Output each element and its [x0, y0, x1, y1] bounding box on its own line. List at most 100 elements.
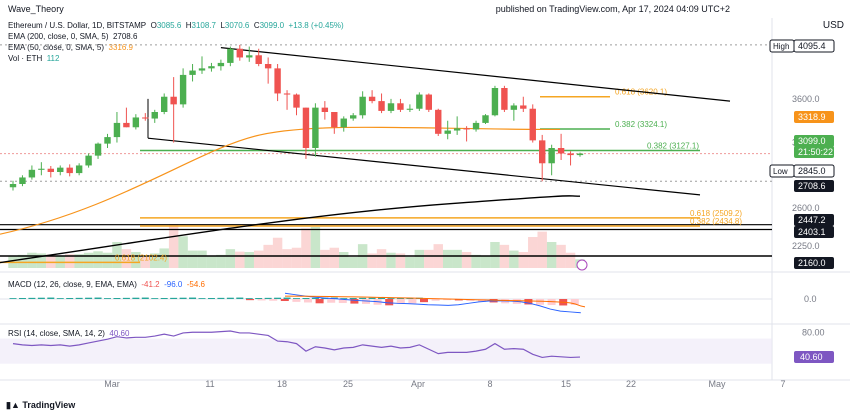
- fib-label: 0.382 (2434.8): [690, 217, 742, 226]
- macd-hist-bar: [104, 298, 111, 299]
- macd-hist-bar: [387, 298, 395, 299]
- macd-hist-bar: [246, 299, 254, 301]
- volume-bar: [528, 237, 538, 268]
- fib-label: 0.618 (2509.2): [690, 209, 742, 218]
- macd-hist-bar: [66, 297, 74, 299]
- time-tick-label: 7: [780, 379, 785, 389]
- legend-h-label: H: [185, 21, 192, 30]
- candle-body: [350, 115, 357, 119]
- macd-hist-bar: [420, 299, 428, 303]
- legend-ema200-row[interactable]: EMA (200, close, 0, SMA, 5) 2708.6: [8, 32, 137, 41]
- candle-body: [463, 128, 470, 130]
- macd-hist-bar: [304, 299, 312, 303]
- time-tick-label: Mar: [104, 379, 120, 389]
- volume-bar: [490, 242, 500, 268]
- macd-hist-bar: [132, 297, 140, 299]
- volume-bar: [235, 251, 245, 268]
- macd-hist-bar: [478, 299, 486, 302]
- legend-macd-row[interactable]: MACD (12, 26, close, 9, EMA, EMA) -41.2 …: [8, 280, 205, 289]
- macd-hist-bar: [349, 297, 357, 299]
- macd-hist-bar: [293, 298, 300, 299]
- macd-hist-bar: [198, 298, 206, 299]
- candle-body: [47, 168, 54, 172]
- rsi-badge-value: 40.60: [800, 352, 823, 362]
- tradingview-logo[interactable]: ▮▲ TradingView: [6, 400, 75, 411]
- legend-rsi-row[interactable]: RSI (14, close, SMA, 14, 2) 40.60: [8, 329, 129, 338]
- macd-hist-bar: [327, 299, 336, 303]
- macd-hist-bar: [245, 298, 253, 299]
- candle-body: [283, 93, 291, 95]
- candle-body: [198, 68, 206, 71]
- candle-body: [123, 122, 130, 128]
- macd-hist-bar: [141, 297, 149, 299]
- price-badge-value: 2403.1: [798, 227, 826, 237]
- trendline-lower: [147, 137, 701, 196]
- macd-hist-bar: [338, 299, 347, 304]
- volume-bar: [206, 256, 217, 268]
- price-badge-value: 3318.9: [798, 112, 826, 122]
- candle-body: [94, 143, 102, 156]
- ema200-line: [0, 195, 581, 264]
- price-badge-value: 4095.4: [798, 41, 826, 51]
- price-badge: [794, 257, 834, 269]
- top-bar: Wave_Theory published on TradingView.com…: [0, 0, 850, 31]
- volume-bar: [395, 253, 406, 268]
- candle-body: [161, 96, 168, 112]
- macd-hist-bar: [350, 299, 359, 304]
- fib-label: 0.618 (2102.4): [115, 253, 167, 262]
- macd-hist-bar: [385, 299, 394, 306]
- candle-body: [293, 94, 300, 108]
- macd-hist-bar: [47, 297, 55, 299]
- candle-body: [321, 107, 329, 112]
- legend-ema50-row[interactable]: EMA (50, close, 0, SMA, 5) 3316.9: [8, 43, 133, 52]
- time-tick-label: 22: [626, 379, 636, 389]
- macd-hist-bar: [37, 297, 45, 299]
- macd-hist-bar: [368, 297, 376, 299]
- macd-hist-bar: [431, 299, 440, 301]
- volume-bar: [518, 252, 529, 268]
- legend-rsi-value: 40.60: [109, 329, 130, 338]
- volume-bar: [17, 254, 28, 268]
- tradingview-logo-icon: ▮▲: [6, 400, 20, 410]
- candle-body: [416, 94, 423, 109]
- volume-bar: [386, 252, 396, 268]
- legend-macd-hist: -41.2: [141, 280, 160, 289]
- volume-bar: [367, 253, 377, 268]
- legend-vol-row[interactable]: Vol · ETH 112: [8, 54, 59, 63]
- time-tick-label: 25: [343, 379, 353, 389]
- macd-hist-bar: [283, 297, 291, 299]
- candle-body: [236, 48, 243, 58]
- macd-hist-bar: [160, 297, 168, 299]
- volume-bar: [405, 257, 415, 268]
- candle-body: [57, 167, 64, 172]
- rsi-line: [12, 330, 581, 359]
- price-badge-tag: [769, 164, 795, 178]
- candle-body: [189, 70, 196, 75]
- volume-bar: [225, 249, 236, 268]
- candle-body: [510, 105, 518, 110]
- macd-hist-bar: [94, 297, 102, 299]
- volume-bar: [301, 228, 311, 268]
- macd-hist-bar: [217, 297, 225, 299]
- legend-close: 3099.0: [259, 21, 285, 30]
- currency-label[interactable]: USD: [822, 20, 844, 31]
- macd-hist-bar: [207, 297, 215, 299]
- price-badge-tag-label: Low: [773, 167, 788, 176]
- volume-bar: [253, 250, 264, 268]
- macd-hist-bar: [122, 297, 130, 299]
- time-tick-label: May: [708, 379, 726, 389]
- macd-hist-bar: [75, 297, 83, 299]
- trendline-upper: [220, 47, 731, 102]
- candle-body: [444, 130, 451, 134]
- volume-bar: [424, 249, 434, 268]
- volume-bar: [112, 242, 122, 268]
- time-tick-label: 11: [205, 379, 214, 389]
- macd-hist-bar: [311, 297, 319, 299]
- volume-bar: [452, 249, 462, 268]
- legend-macd-line: -96.0: [164, 280, 183, 289]
- macd-hist-bar: [257, 299, 266, 301]
- price-badge: [794, 135, 834, 147]
- volume-bar: [121, 249, 132, 268]
- candle-body: [435, 109, 442, 134]
